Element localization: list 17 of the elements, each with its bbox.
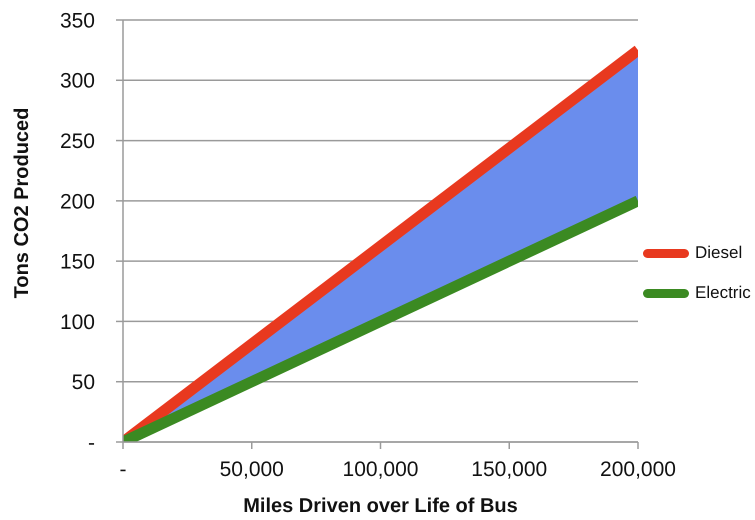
x-tick-label: 100,000 — [342, 458, 418, 481]
y-tick-label: 300 — [60, 70, 95, 93]
y-tick-label: 50 — [72, 371, 95, 394]
y-tick-label: 350 — [60, 9, 95, 32]
legend-label: Electric — [695, 283, 751, 303]
legend-label: Diesel — [695, 243, 742, 263]
x-tick-label: 50,000 — [220, 458, 284, 481]
x-tick-label: - — [120, 458, 126, 481]
x-tick-label: 150,000 — [471, 458, 548, 481]
y-tick-label: 250 — [60, 130, 95, 154]
y-axis-title: Tons CO2 Produced — [11, 108, 33, 298]
y-tick-label: 200 — [60, 190, 95, 214]
y-tick-label: - — [88, 431, 95, 454]
y-tick-label: 100 — [60, 310, 95, 334]
x-axis-title: Miles Driven over Life of Bus — [243, 495, 518, 517]
x-tick-label: 200,000 — [600, 458, 676, 481]
y-tick-label: 150 — [60, 250, 95, 274]
